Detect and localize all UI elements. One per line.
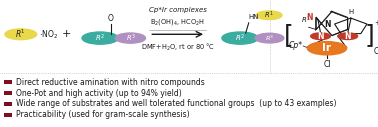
Circle shape (256, 11, 282, 20)
Circle shape (115, 33, 146, 43)
Circle shape (311, 33, 330, 39)
Text: $R^1$: $R^1$ (15, 28, 26, 41)
Text: $R^1$: $R^1$ (301, 15, 310, 26)
Circle shape (255, 33, 284, 43)
Text: B$_2$(OH)$_4$, HCO$_2$H: B$_2$(OH)$_4$, HCO$_2$H (150, 17, 205, 27)
Text: Wide range of substrates and well tolerated functional groups  (up to 43 example: Wide range of substrates and well tolera… (16, 99, 336, 108)
Text: $R^3$: $R^3$ (265, 33, 274, 43)
Text: $\cdot$NO$_2$: $\cdot$NO$_2$ (39, 28, 58, 41)
Text: $R^2$: $R^2$ (235, 33, 245, 44)
Text: One-Pot and high activity (up to 94% yield): One-Pot and high activity (up to 94% yie… (16, 89, 181, 98)
Circle shape (307, 42, 347, 55)
FancyBboxPatch shape (4, 80, 12, 84)
Text: Cl: Cl (323, 60, 331, 69)
Text: N: N (324, 20, 331, 29)
Text: $R^2$: $R^2$ (95, 33, 105, 44)
Text: Ir: Ir (322, 43, 332, 53)
Text: $R^1$: $R^1$ (264, 10, 274, 21)
Text: DMF+H$_2$O, rt or 80 °C: DMF+H$_2$O, rt or 80 °C (141, 41, 215, 53)
Text: Cp*: Cp* (288, 41, 302, 50)
Text: ]: ] (365, 24, 375, 47)
Text: $R^3$: $R^3$ (125, 33, 135, 44)
Circle shape (338, 33, 358, 39)
Circle shape (82, 32, 118, 44)
FancyBboxPatch shape (4, 91, 12, 95)
Text: +: + (374, 20, 378, 26)
Circle shape (222, 32, 258, 44)
Text: Cp*Ir complexes: Cp*Ir complexes (149, 7, 207, 13)
Text: +: + (62, 29, 71, 39)
Text: N: N (307, 13, 313, 22)
Text: [: [ (284, 24, 294, 47)
Text: H: H (348, 9, 353, 15)
Text: N: N (344, 32, 351, 41)
Text: O: O (108, 14, 114, 23)
FancyBboxPatch shape (4, 102, 12, 106)
Text: N: N (317, 32, 324, 41)
Text: HN: HN (249, 14, 259, 20)
Text: Practicability (used for gram-scale synthesis): Practicability (used for gram-scale synt… (16, 110, 189, 119)
Text: Direct reductive amination with nitro compounds: Direct reductive amination with nitro co… (16, 78, 204, 87)
Text: Cl$^-$: Cl$^-$ (373, 45, 378, 56)
Circle shape (5, 29, 37, 40)
FancyBboxPatch shape (4, 113, 12, 117)
